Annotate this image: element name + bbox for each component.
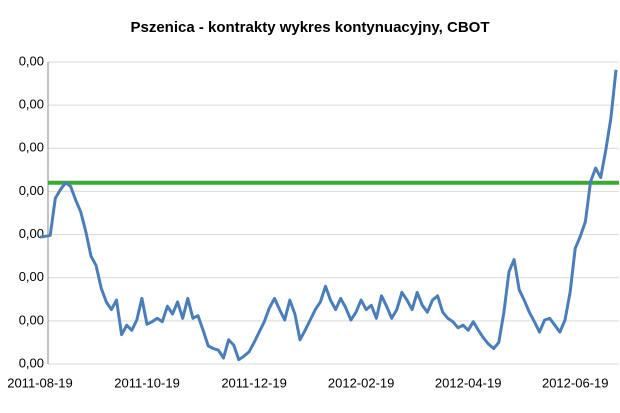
y-tick-label: 0,00 (19, 183, 44, 198)
y-tick-label: 0,00 (19, 97, 44, 112)
x-tick-label: 2012-04-19 (435, 375, 502, 390)
y-tick-label: 0,00 (19, 355, 44, 370)
x-tick-label: 2012-06-19 (542, 375, 609, 390)
y-tick-label: 0,00 (19, 53, 44, 68)
y-tick-label: 0,00 (19, 226, 44, 241)
y-tick-label: 0,00 (19, 140, 44, 155)
x-tick-label: 2012-02-19 (328, 375, 395, 390)
series-line (39, 69, 618, 362)
chart-title: Pszenica - kontrakty wykres kontynuacyjn… (130, 19, 489, 36)
y-tick-label: 0,00 (19, 269, 44, 284)
x-tick-label: 2011-12-19 (221, 375, 287, 390)
x-tick-label: 2011-08-19 (7, 375, 73, 390)
y-tick-label: 0,00 (19, 312, 44, 327)
x-tick-label: 2011-10-19 (114, 375, 180, 390)
